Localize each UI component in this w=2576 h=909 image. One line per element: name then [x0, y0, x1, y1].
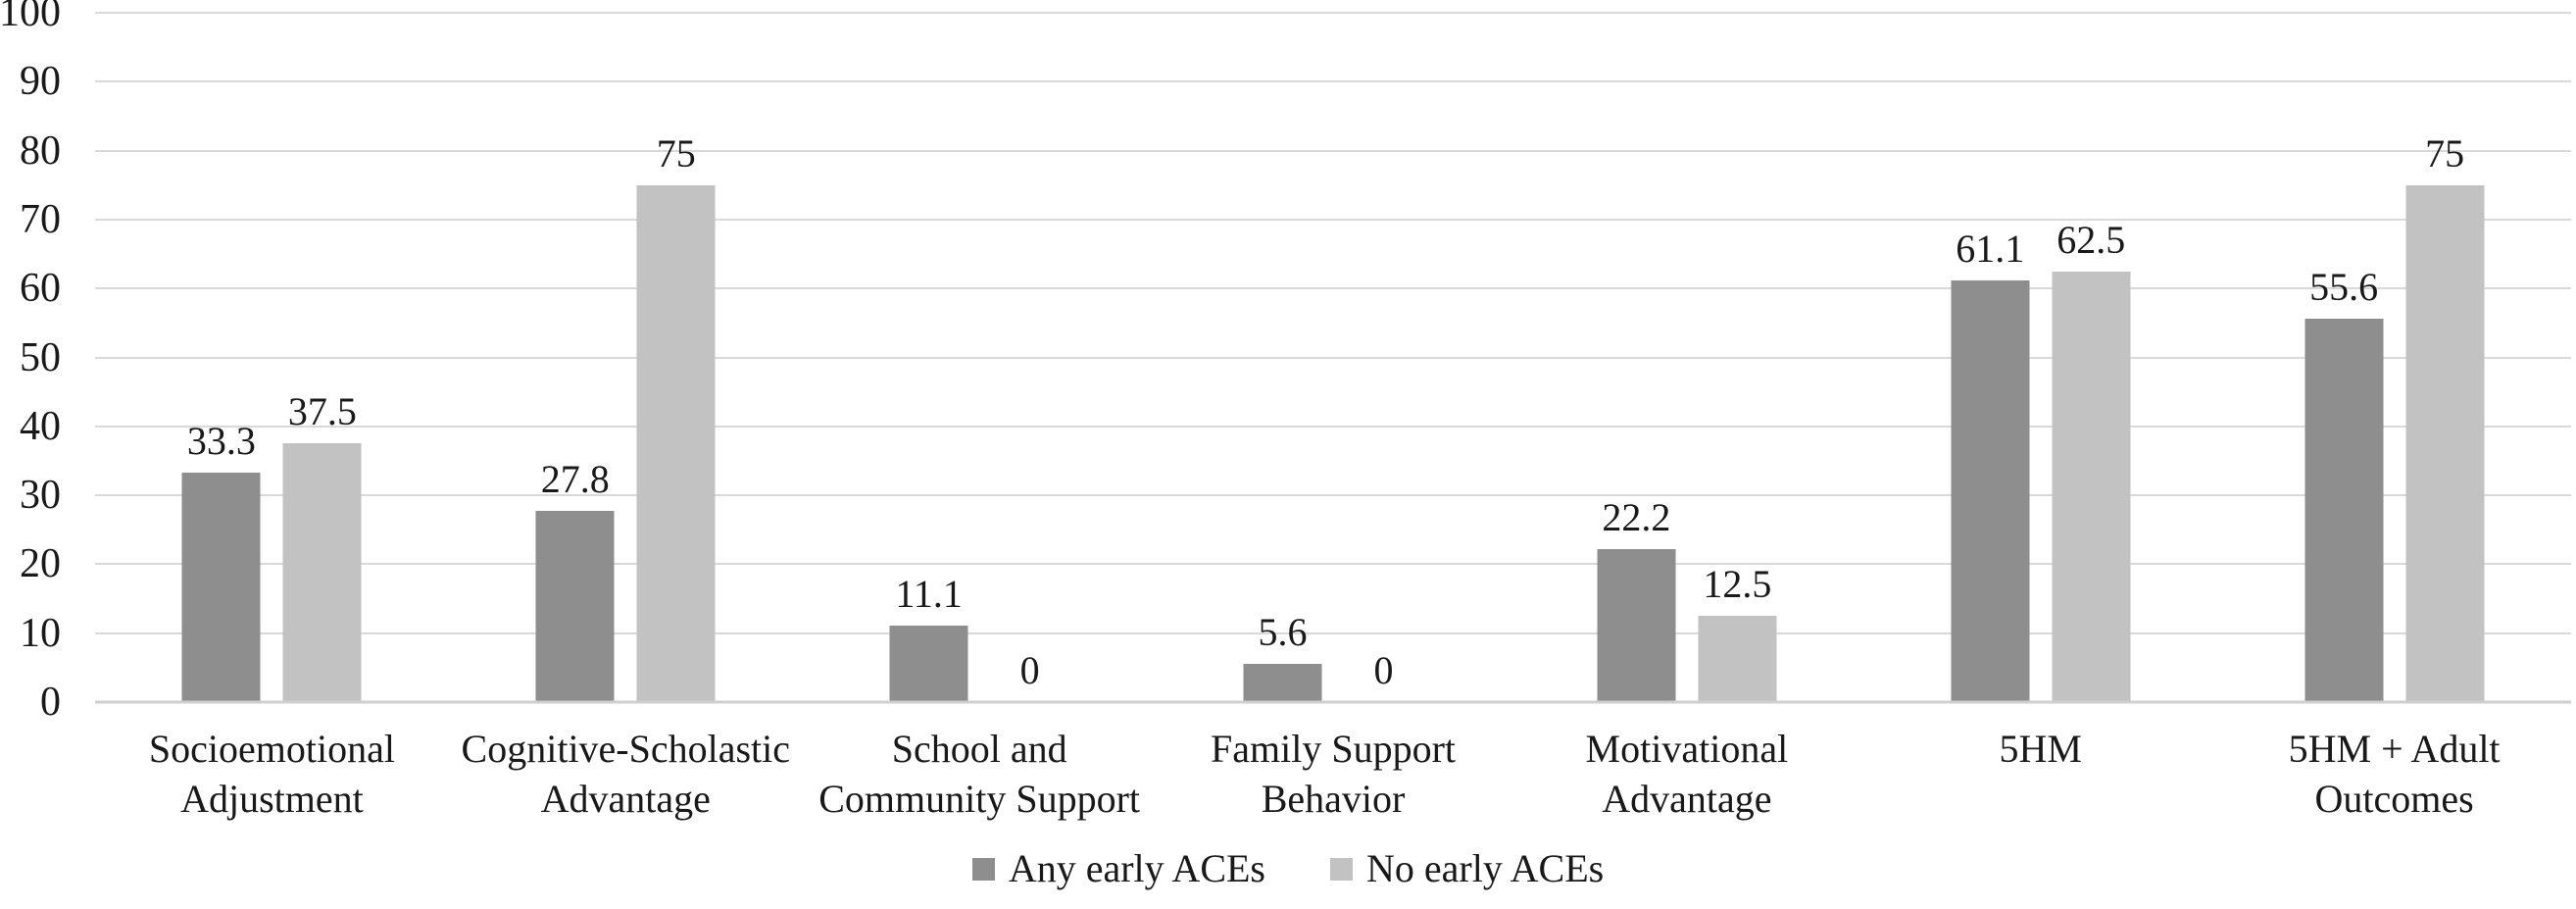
legend-item: No early ACEs — [1330, 849, 1604, 888]
bar — [1698, 616, 1777, 702]
gridline — [95, 80, 2571, 83]
y-tick-label: 30 — [20, 473, 61, 519]
gridline — [95, 425, 2571, 428]
bar-value-label: 5.6 — [1258, 609, 1308, 654]
bar-value-label: 37.5 — [287, 389, 357, 434]
bar-value-label: 0 — [1373, 648, 1394, 692]
legend-item: Any early ACEs — [971, 846, 1265, 890]
x-axis-labels: Socioemotional Adjustment Cognitive-Schol… — [95, 724, 2571, 824]
gridline — [95, 356, 2571, 359]
legend-label: No early ACEs — [1366, 846, 1605, 890]
bar-pair: 5.6 0 — [1243, 13, 1423, 702]
bar — [2304, 319, 2384, 702]
bar-column: 33.3 — [181, 13, 261, 702]
bar-value-label: 33.3 — [186, 418, 256, 463]
bar-value-label: 27.8 — [540, 456, 610, 501]
category-label: Family Support Behavior — [1210, 727, 1457, 821]
bar-group: 5.6 0 — [1157, 13, 1511, 702]
gridline — [95, 149, 2571, 152]
bar-column: 37.5 — [282, 13, 362, 702]
category-label: School and Community Support — [818, 727, 1141, 821]
bar-value-label: 11.1 — [895, 571, 963, 616]
bar-value-label: 75 — [2425, 130, 2465, 176]
bar-group: 61.1 62.5 — [1863, 13, 2217, 702]
bar-value-label: 12.5 — [1703, 562, 1772, 607]
bar — [282, 443, 362, 702]
bar-column: 5.6 — [1243, 13, 1322, 702]
bar — [889, 625, 968, 702]
y-tick-label: 50 — [20, 334, 61, 380]
bar-pair: 33.3 37.5 — [181, 13, 362, 702]
gridline — [95, 12, 2571, 14]
plot-area: 33.3 37.5 27.8 75 11.1 0 5.6 0 22.2 12.5 61.1 62.5 5… — [95, 12, 2571, 704]
legend-swatch-icon — [1330, 857, 1353, 881]
bar-value-label: 0 — [1019, 648, 1040, 692]
category-label: Cognitive-Scholastic Advantage — [461, 727, 791, 821]
bar-column: 75 — [2405, 13, 2485, 702]
bar-value-label: 62.5 — [2056, 217, 2126, 262]
bar-column: 11.1 — [889, 13, 968, 702]
bar-group: 22.2 12.5 — [1510, 13, 1863, 702]
bar-value-label: 75 — [656, 130, 696, 176]
gridline — [95, 494, 2571, 497]
bar-group: 11.1 0 — [803, 13, 1157, 702]
bar-value-label: 22.2 — [1602, 494, 1671, 539]
bar-column: 55.6 — [2304, 13, 2384, 702]
bar-column: 12.5 — [1698, 13, 1777, 702]
bar — [535, 510, 615, 702]
y-tick-label: 20 — [20, 541, 61, 587]
legend: Any early ACEs No early ACEs — [0, 849, 2576, 888]
legend-swatch-icon — [971, 857, 995, 881]
y-tick-label: 80 — [20, 127, 61, 174]
bar-groups: 33.3 37.5 27.8 75 11.1 0 5.6 0 22.2 12.5 61.1 62.5 5… — [95, 13, 2571, 702]
category-label: Socioemotional Adjustment — [148, 727, 395, 821]
bar-column: 75 — [636, 13, 716, 702]
bar-group: 27.8 75 — [449, 13, 803, 702]
category-label: Motivational Advantage — [1585, 727, 1789, 821]
category-label: 5HM — [1999, 727, 2082, 771]
y-tick-label: 0 — [40, 680, 61, 725]
bar-column: 62.5 — [2052, 13, 2131, 702]
bar-group: 33.3 37.5 — [95, 13, 449, 702]
bar-pair: 55.6 75 — [2304, 13, 2485, 702]
y-tick-label: 90 — [20, 59, 61, 105]
bar — [2052, 271, 2131, 702]
bar-column: 22.2 — [1597, 13, 1676, 702]
y-tick-label: 70 — [20, 196, 61, 242]
bar-pair: 61.1 62.5 — [1951, 13, 2131, 702]
legend-label: Any early ACEs — [1008, 846, 1265, 890]
y-tick-label: 10 — [20, 610, 61, 656]
y-axis: 0 10 20 30 40 50 60 70 80 90 100 — [0, 0, 63, 723]
y-tick-label: 60 — [20, 266, 61, 312]
gridline — [95, 563, 2571, 566]
gridline — [95, 218, 2571, 221]
bar-value-label: 55.6 — [2309, 265, 2379, 310]
bar-column: 0 — [991, 13, 1069, 702]
bar-pair: 27.8 75 — [535, 13, 716, 702]
y-tick-label: 40 — [20, 403, 61, 449]
bar-value-label: 61.1 — [1956, 227, 2025, 272]
bar-group: 55.6 75 — [2217, 13, 2571, 702]
bar — [181, 472, 261, 702]
bar-pair: 11.1 0 — [889, 13, 1069, 702]
bar-pair: 22.2 12.5 — [1597, 13, 1777, 702]
gridline — [95, 287, 2571, 290]
bar-column: 0 — [1345, 13, 1423, 702]
bar-column: 27.8 — [535, 13, 615, 702]
bar — [1951, 280, 2030, 702]
bar — [636, 184, 716, 702]
axis-baseline — [95, 700, 2571, 704]
bar — [2405, 184, 2485, 702]
bar — [1597, 548, 1676, 702]
bar-column: 61.1 — [1951, 13, 2030, 702]
y-tick-label: 100 — [0, 0, 61, 35]
category-label: 5HM + Adult Outcomes — [2288, 727, 2501, 821]
gridline — [95, 631, 2571, 634]
bar — [1243, 663, 1322, 702]
